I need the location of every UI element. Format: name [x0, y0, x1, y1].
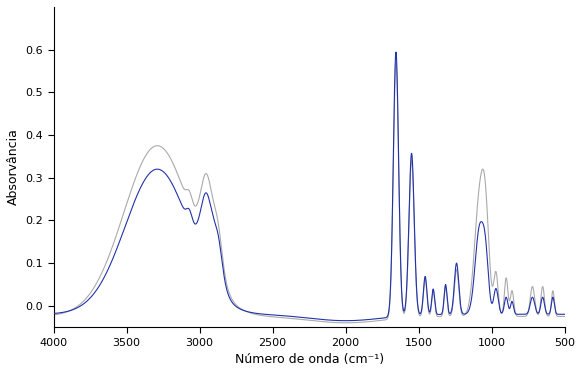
X-axis label: Número de onda (cm⁻¹): Número de onda (cm⁻¹)	[235, 353, 384, 366]
Y-axis label: Absorvância: Absorvância	[7, 129, 20, 206]
